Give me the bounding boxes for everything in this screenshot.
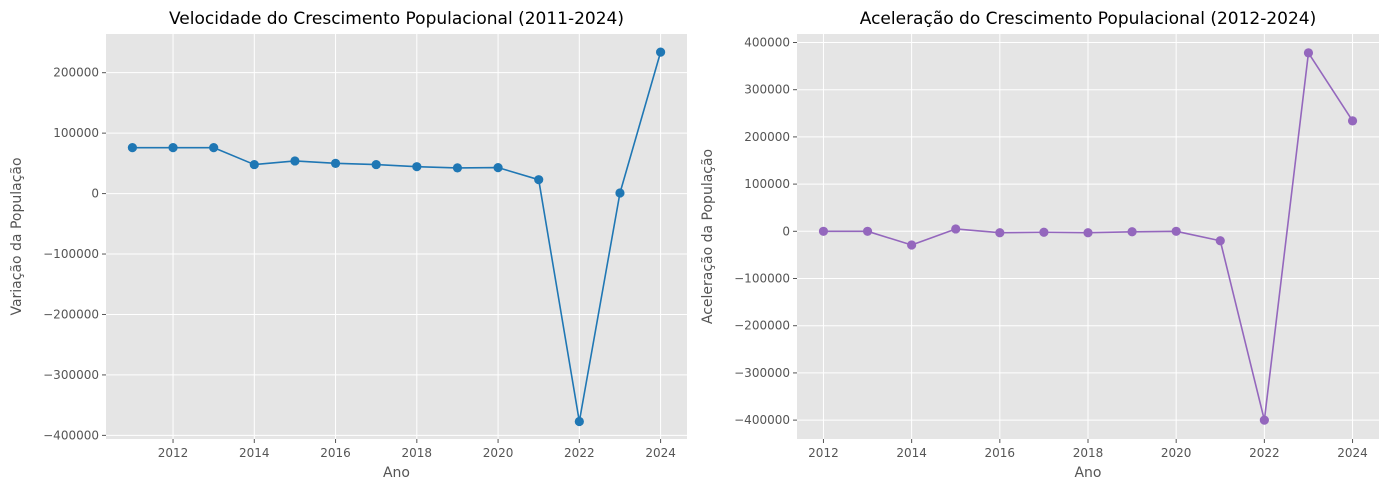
data-point (951, 224, 961, 234)
data-point (209, 143, 219, 153)
y-tick-label: −400000 (43, 428, 99, 442)
x-tick-label: 2022 (564, 446, 595, 460)
y-tick-label: 0 (782, 224, 790, 238)
y-tick-label: −300000 (734, 366, 790, 380)
data-point (1215, 236, 1225, 246)
data-point (534, 175, 544, 185)
y-tick-label: 300000 (744, 83, 790, 97)
y-tick-label: 200000 (744, 130, 790, 144)
data-point (1347, 116, 1358, 126)
y-tick-label: −100000 (43, 247, 99, 261)
x-axis-label: Ano (383, 465, 410, 481)
gridlines (106, 34, 687, 439)
data-point (493, 162, 503, 173)
data-point (655, 47, 666, 57)
data-point (290, 156, 300, 166)
x-tick-label: 2018 (1073, 446, 1104, 460)
y-axis-label: Variação da População (9, 157, 25, 315)
data-point (574, 416, 584, 427)
y-tick-label: −300000 (43, 368, 99, 382)
chart-title: Aceleração do Crescimento Populacional (… (860, 9, 1317, 29)
velocity-chart: 2012 2014 2016 2018 2020 2022 2024 −400000 −3000… (9, 9, 687, 481)
data-point (862, 226, 873, 236)
data-point (818, 226, 829, 236)
x-tick-label: 2024 (645, 446, 676, 460)
ticks: 2012 2014 2016 2018 2020 2022 2024 −400000 −3000… (43, 66, 676, 460)
x-tick-label: 2020 (1161, 446, 1192, 460)
y-tick-label: 100000 (744, 177, 790, 191)
y-tick-label: −100000 (734, 272, 790, 286)
x-tick-label: 2022 (1249, 446, 1280, 460)
x-tick-label: 2014 (896, 446, 927, 460)
acceleration-series (818, 48, 1358, 425)
data-point (371, 159, 381, 170)
y-tick-label: −200000 (734, 319, 790, 333)
y-tick-label: 200000 (53, 66, 99, 80)
data-point (330, 158, 341, 168)
chart-title: Velocidade do Crescimento Populacional (… (169, 9, 624, 29)
y-tick-label: 400000 (744, 35, 790, 49)
x-tick-label: 2016 (320, 446, 351, 460)
y-tick-label: −400000 (734, 413, 790, 427)
data-point (995, 228, 1005, 238)
x-axis-label: Ano (1074, 465, 1101, 481)
x-tick-label: 2016 (985, 446, 1016, 460)
y-tick-label: 0 (91, 187, 99, 201)
data-point (1083, 228, 1093, 238)
x-tick-label: 2018 (402, 446, 433, 460)
data-point (1039, 227, 1049, 237)
y-tick-label: 100000 (53, 126, 99, 140)
data-point (452, 163, 463, 173)
data-point (1171, 226, 1181, 236)
data-point (1303, 48, 1314, 58)
data-point (1259, 415, 1269, 425)
data-point (907, 240, 917, 250)
x-tick-label: 2020 (483, 446, 514, 460)
ticks: 2012 2014 2016 2018 2020 2022 2024 −400000 −3000… (734, 35, 1368, 460)
data-point (615, 188, 625, 198)
velocity-series (127, 47, 666, 427)
data-point (249, 159, 259, 170)
acceleration-chart: 2012 2014 2016 2018 2020 2022 2024 −400000 −3000… (700, 9, 1379, 481)
y-axis-label: Aceleração da População (700, 149, 716, 324)
data-point (127, 143, 138, 153)
data-point (412, 162, 422, 172)
data-point (168, 143, 178, 153)
x-tick-label: 2014 (239, 446, 270, 460)
x-tick-label: 2024 (1337, 446, 1368, 460)
data-point (1127, 227, 1137, 237)
x-tick-label: 2012 (158, 446, 189, 460)
series-line (132, 51, 662, 423)
y-tick-label: −200000 (43, 307, 99, 321)
plot-area (106, 34, 687, 439)
x-tick-label: 2012 (808, 446, 839, 460)
